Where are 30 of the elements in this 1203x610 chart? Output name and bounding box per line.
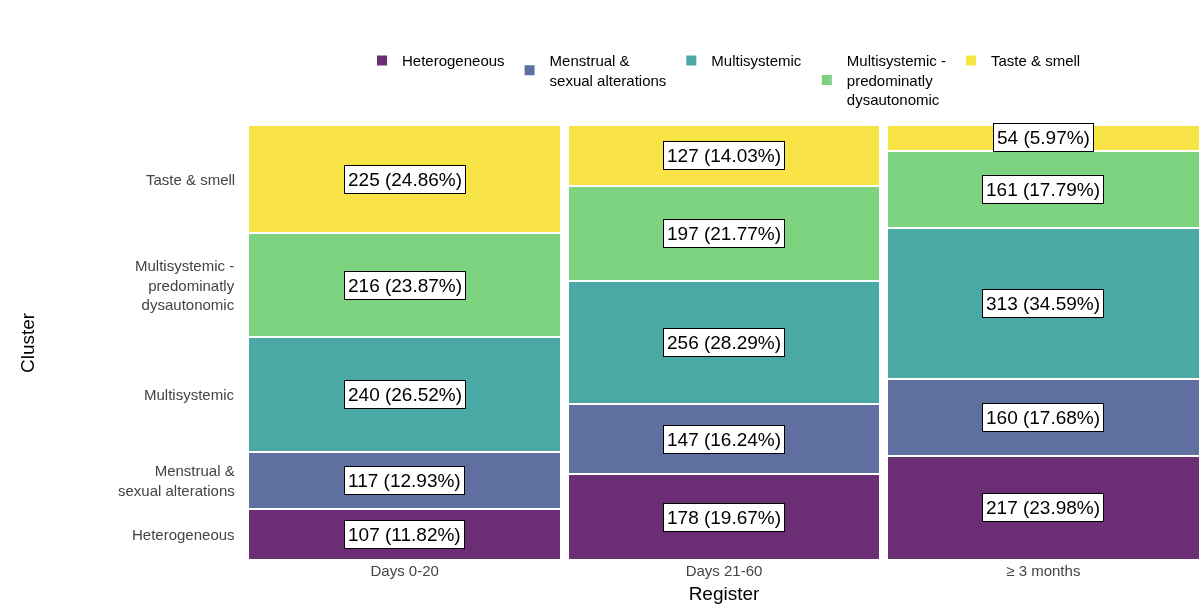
x-tick-label: Days 21-60 [685,562,763,579]
data-label: 161 (17.79%) [986,179,1101,200]
x-tick-label: Days 0-20 [370,562,439,579]
text: Multisystemic [144,386,235,403]
data-label: 147 (16.24%) [667,429,782,450]
data-label: 256 (28.29%) [667,332,782,353]
data-label: 54 (5.97%) [997,127,1090,148]
data-label: 225 (24.86%) [348,169,463,190]
data-label: 178 (19.67%) [667,507,782,528]
x-axis-title: Register [688,582,761,604]
data-label: 160 (17.68%) [986,407,1101,428]
x-tick-label: ≥ 3 months [1006,562,1081,579]
data-label: 197 (21.77%) [667,223,782,244]
data-label: 117 (12.93%) [348,470,461,491]
legend-label: Taste & smell [991,52,1081,70]
data-label: 107 (11.82%) [348,524,461,545]
text: Taste & smell [146,171,236,188]
data-label: 217 (23.98%) [986,497,1101,518]
legend-label: Multisystemic - predominatly dysautonomic [846,52,946,109]
text: Menstrual & sexual alterations [118,462,235,499]
data-label: 216 (23.87%) [348,275,463,296]
legend-label: Multisystemic [711,52,802,70]
data-label: 240 (26.52%) [348,384,463,405]
data-label: 313 (34.59%) [986,293,1101,314]
legend-label: Heterogeneous [402,52,505,70]
text: Multisystemic - predominatly dysautonomic [135,257,235,313]
legend-label: Menstrual & sexual alterations [549,52,667,89]
text: Cluster [17,312,38,373]
text: Heterogeneous [132,526,235,543]
data-label: 127 (14.03%) [667,145,782,166]
